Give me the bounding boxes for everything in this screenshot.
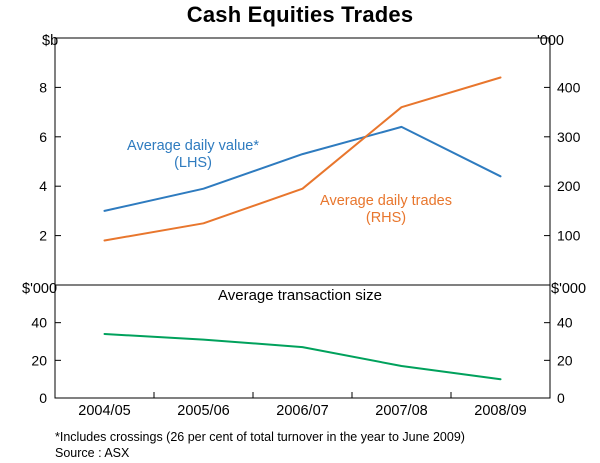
y-tick-label: 400 bbox=[557, 79, 581, 95]
y-tick-label: 40 bbox=[557, 315, 573, 331]
bottom-panel-title: Average transaction size bbox=[218, 287, 382, 304]
plot-frame bbox=[54, 37, 551, 399]
series-label-line2: (LHS) bbox=[174, 155, 212, 171]
y-tick-label: 20 bbox=[557, 352, 573, 368]
chart-title: Cash Equities Trades bbox=[186, 2, 414, 27]
y-tick-label: 40 bbox=[31, 315, 47, 331]
series-label-average-daily-value: Average daily value* (LHS) bbox=[108, 138, 278, 172]
y-tick-label: 4 bbox=[39, 178, 47, 194]
y-tick-label: 200 bbox=[557, 178, 581, 194]
bottom-left-axis-unit: $'000 bbox=[22, 281, 58, 297]
footnote: *Includes crossings (26 per cent of tota… bbox=[55, 430, 465, 444]
x-tick-label: 2006/07 bbox=[276, 403, 328, 419]
top-left-axis-unit: $b bbox=[42, 33, 59, 49]
series-line-average-daily-value-lhs bbox=[103, 125, 502, 212]
x-tick-label: 2007/08 bbox=[375, 403, 427, 419]
x-tick-label: 2008/09 bbox=[474, 403, 526, 419]
y-tick-label: 100 bbox=[557, 228, 581, 244]
series-label-line1: Average daily value* bbox=[127, 138, 259, 154]
y-tick-label: 20 bbox=[31, 352, 47, 368]
x-tick-label: 2004/05 bbox=[78, 403, 130, 419]
bottom-right-axis-unit: $'000 bbox=[551, 281, 587, 297]
y-tick-label: 8 bbox=[39, 79, 47, 95]
y-tick-label: 0 bbox=[557, 390, 565, 406]
series-line-average-transaction-size bbox=[103, 333, 502, 381]
y-tick-label: 2 bbox=[39, 228, 47, 244]
series-label-average-daily-trades: Average daily trades (RHS) bbox=[298, 193, 474, 227]
y-tick-label: 300 bbox=[557, 129, 581, 145]
series-label-line1: Average daily trades bbox=[320, 193, 452, 209]
series-line-average-daily-trades-rhs bbox=[103, 76, 502, 242]
x-tick-label: 2005/06 bbox=[177, 403, 229, 419]
y-tick-label: 6 bbox=[39, 129, 47, 145]
source-note: Source : ASX bbox=[55, 446, 130, 460]
series-label-line2: (RHS) bbox=[365, 210, 407, 226]
y-tick-label: 0 bbox=[39, 390, 47, 406]
